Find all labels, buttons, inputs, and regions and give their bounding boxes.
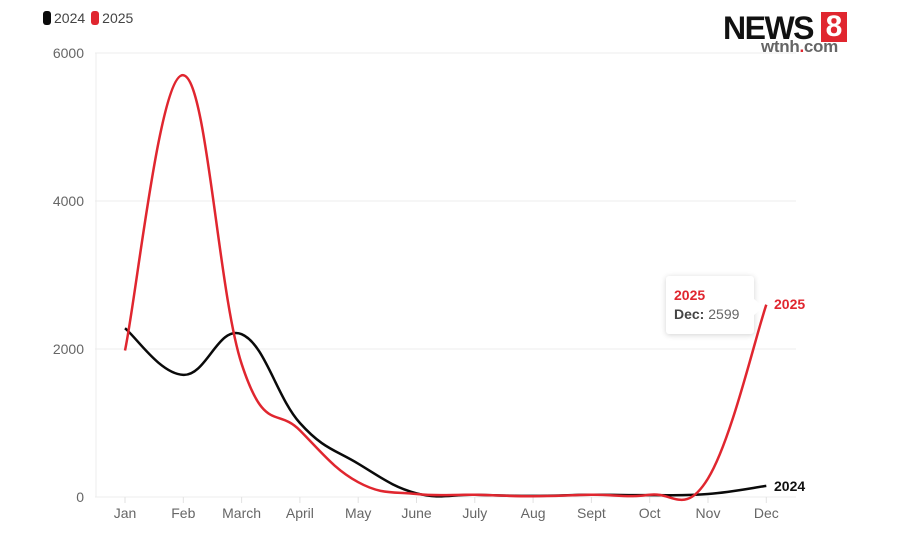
y-tick-label: 6000 [53,45,84,61]
tooltip-series: 2025 [674,287,706,303]
series-line-2025[interactable] [123,73,768,501]
x-tick-label: Feb [171,505,195,521]
x-tick-label: June [401,505,432,521]
legend-swatch-2024 [43,11,51,25]
logo-brand: NEWS [723,10,815,46]
x-tick-label: Nov [696,505,721,521]
end-label-2024: 2024 [774,478,806,494]
y-tick-label: 0 [76,489,84,505]
x-tick-label: Oct [639,505,661,521]
x-tick-label: Sept [577,505,606,521]
x-tick-label: Jan [114,505,137,521]
legend-item-2025[interactable]: 2025 [91,10,133,26]
chart-legend: 2024 2025 [43,10,139,26]
x-tick-label: Dec [754,505,779,521]
x-tick-label: July [462,505,487,521]
logo-number: 8 [821,12,847,42]
data-tooltip: 2025 Dec: 2599 [666,276,763,334]
legend-label-2024: 2024 [54,10,86,26]
y-axis: 0 2000 4000 6000 [53,45,84,505]
legend-swatch-2025 [91,11,100,25]
x-tick-label: Aug [521,505,546,521]
x-axis: Jan Feb March April May June July Aug Sept Oct Nov… [114,497,779,521]
y-tick-label: 2000 [53,341,84,357]
y-tick-label: 4000 [53,193,84,209]
end-label-2025: 2025 [774,296,806,312]
series-lines [123,73,768,501]
tooltip-key: Dec: [674,306,705,322]
logo-domain: wtnh.com [761,37,838,56]
legend-item-2024[interactable]: 2024 [43,10,85,26]
grid-lines [95,52,796,498]
legend-label-2025: 2025 [102,10,134,26]
tooltip-value: 2599 [708,306,740,322]
series-line-2024[interactable] [124,327,767,498]
tooltip-value-row: Dec: 2599 [674,306,739,322]
x-tick-label: May [345,505,371,521]
news8-logo: NEWS 8 wtnh.com [723,12,848,56]
x-tick-label: April [286,505,314,521]
x-tick-label: March [222,505,261,521]
